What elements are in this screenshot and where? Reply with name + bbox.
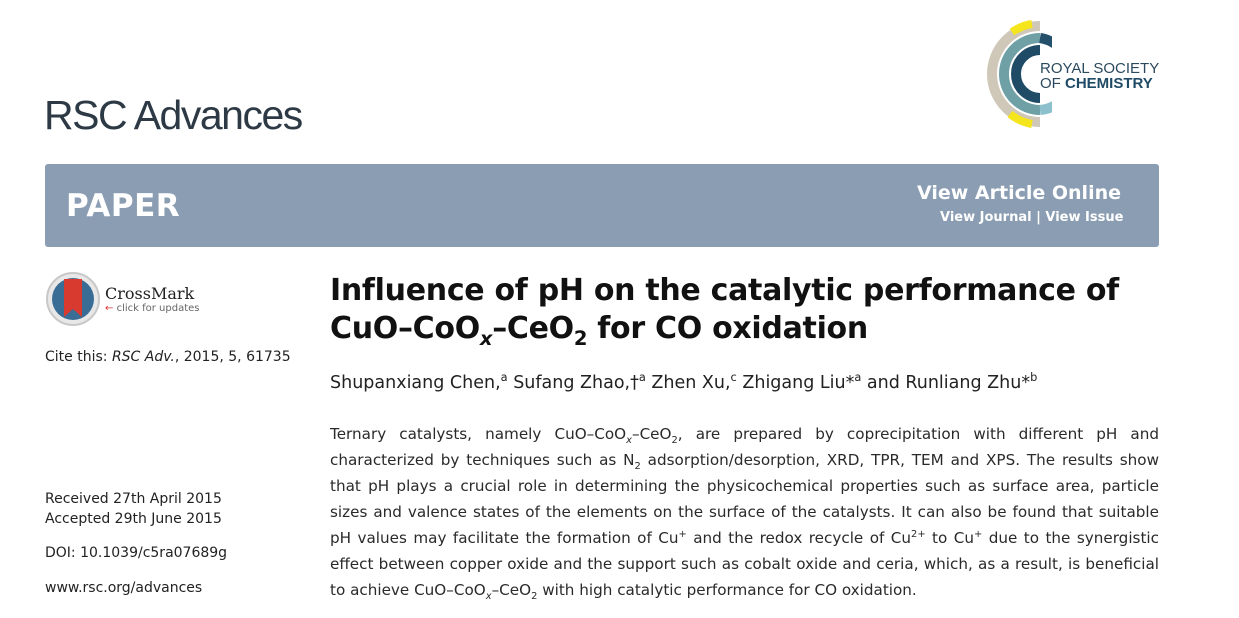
crossmark-name: CrossMark bbox=[105, 284, 195, 303]
text-segment: Shupanxiang Chen, bbox=[330, 373, 501, 393]
text-segment: –CeO bbox=[492, 311, 574, 346]
superscript: b bbox=[1030, 370, 1038, 385]
superscript: 2+ bbox=[911, 528, 926, 540]
subscript: 2 bbox=[531, 591, 538, 603]
text-segment: due to the synergistic effect between co… bbox=[330, 529, 1159, 599]
cite-details: , 2015, 5, 61735 bbox=[174, 349, 291, 365]
journal-website-link[interactable]: www.rsc.org/advances bbox=[45, 580, 203, 596]
superscript: + bbox=[973, 528, 983, 540]
view-article-online-link[interactable]: View Article Online bbox=[917, 182, 1121, 204]
view-issue-link[interactable]: View Issue bbox=[1045, 210, 1124, 225]
text-segment: Sufang Zhao,† bbox=[507, 373, 639, 393]
subscript: x bbox=[479, 327, 493, 350]
text-segment: –CeO bbox=[491, 581, 532, 599]
cite-label: Cite this: bbox=[45, 349, 108, 365]
superscript: a bbox=[500, 370, 508, 385]
logo-line2-prefix: OF bbox=[1040, 75, 1065, 92]
subscript: 2 bbox=[671, 435, 678, 447]
accepted-date: Accepted 29th June 2015 bbox=[45, 511, 222, 527]
author-list: Shupanxiang Chen,a Sufang Zhao,†a Zhen X… bbox=[330, 370, 1038, 393]
article-type-label: PAPER bbox=[66, 188, 181, 224]
text-segment: and Runliang Zhu* bbox=[861, 373, 1031, 393]
subscript: x bbox=[485, 591, 492, 603]
text-segment: for CO oxidation bbox=[587, 311, 868, 346]
arrow-left-icon: ← bbox=[105, 303, 114, 314]
crossmark-subtitle: click for updates bbox=[116, 303, 200, 314]
text-segment: Zhen Xu, bbox=[645, 373, 731, 393]
superscript: + bbox=[678, 528, 687, 540]
text-segment: to Cu bbox=[925, 529, 974, 547]
subscript: 2 bbox=[634, 461, 641, 473]
abstract: Ternary catalysts, namely CuO–CoOx–CeO2,… bbox=[330, 421, 1159, 603]
crossmark-icon bbox=[46, 272, 100, 326]
view-journal-link[interactable]: View Journal bbox=[940, 210, 1032, 225]
text-segment: , are prepared by coprecipitation with d… bbox=[330, 425, 1159, 469]
logo-line1: ROYAL SOCIETY bbox=[1040, 60, 1160, 77]
logo-line2-bold: CHEMISTRY bbox=[1065, 75, 1153, 92]
journal-title[interactable]: RSC Advances bbox=[44, 92, 303, 138]
received-date: Received 27th April 2015 bbox=[45, 491, 222, 507]
view-links: View Journal | View Issue bbox=[940, 210, 1123, 225]
subscript: 2 bbox=[573, 327, 588, 350]
citation: Cite this: RSC Adv., 2015, 5, 61735 bbox=[45, 349, 291, 365]
doi[interactable]: DOI: 10.1039/c5ra07689g bbox=[45, 545, 228, 561]
text-segment: adsorption/desorption, XRD, TPR, TEM and… bbox=[330, 451, 1159, 547]
text-segment: Ternary catalysts, namely CuO–CoO bbox=[330, 425, 627, 443]
link-separator: | bbox=[1036, 210, 1041, 225]
text-segment: Influence of pH on the catalytic perform… bbox=[330, 273, 1119, 346]
subscript: x bbox=[626, 435, 632, 447]
text-segment: with high catalytic performance for CO o… bbox=[537, 581, 917, 599]
superscript: a bbox=[638, 370, 646, 385]
article-title: Influence of pH on the catalytic perform… bbox=[330, 272, 1150, 348]
superscript: c bbox=[730, 370, 737, 385]
rsc-logo-text: ROYAL SOCIETY OF CHEMISTRY bbox=[1040, 61, 1159, 91]
rsc-logo[interactable] bbox=[982, 14, 1162, 134]
rsc-logo-rings-icon bbox=[987, 20, 1066, 128]
text-segment: and the redox recycle of Cu bbox=[686, 529, 912, 547]
cite-journal: RSC Adv. bbox=[111, 349, 175, 365]
text-segment: –CeO bbox=[631, 425, 672, 443]
article-banner: PAPER View Article Online View Journal |… bbox=[45, 164, 1159, 247]
text-segment: Zhigang Liu* bbox=[736, 373, 855, 393]
superscript: a bbox=[854, 370, 862, 385]
crossmark-button[interactable]: CrossMark ← click for updates bbox=[45, 271, 199, 327]
